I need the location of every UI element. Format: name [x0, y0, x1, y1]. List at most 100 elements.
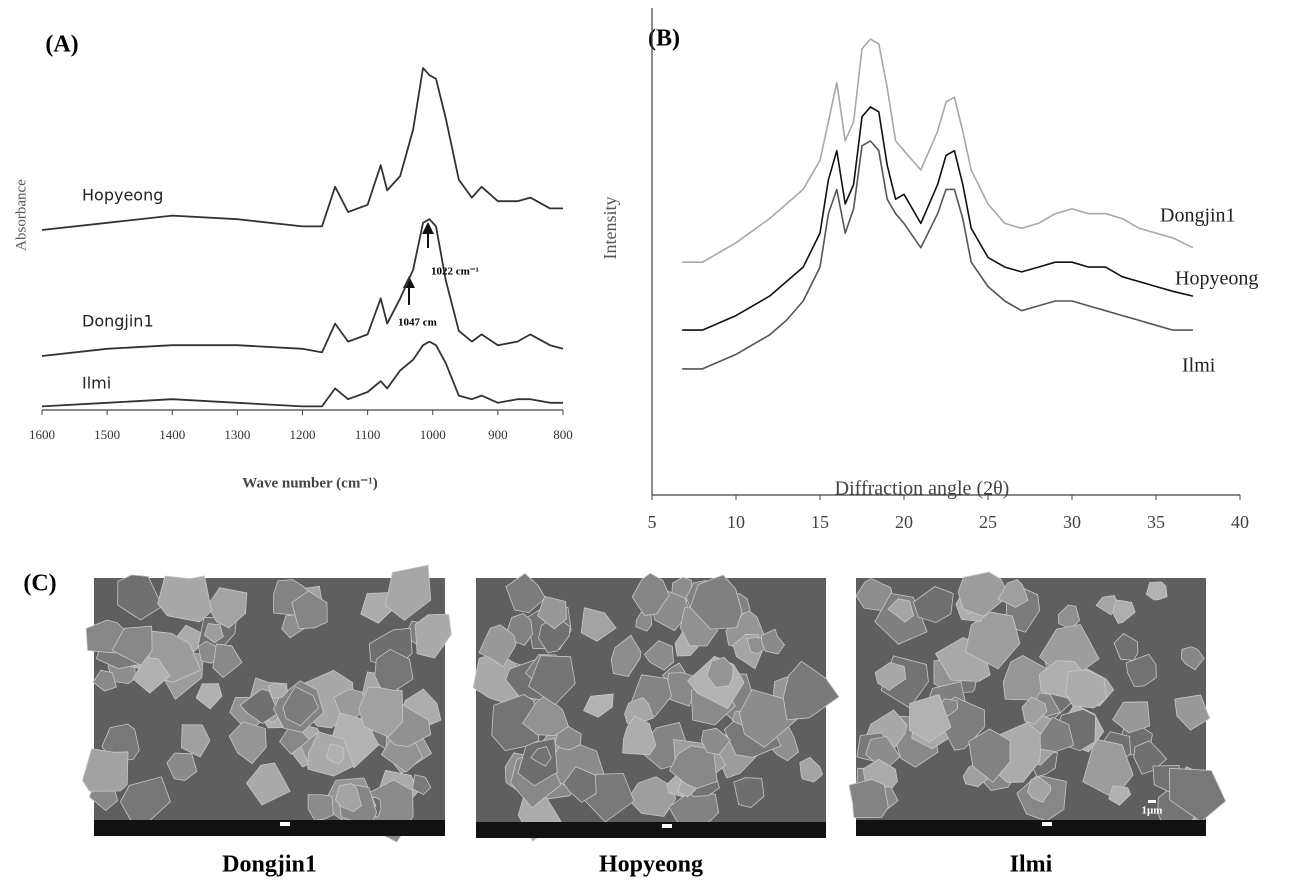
granule: [530, 746, 552, 767]
x-tick-label: 1500: [94, 427, 120, 442]
series-label: Dongjin1: [1160, 205, 1236, 227]
image-caption: Ilmi: [1010, 852, 1053, 878]
granule: [874, 662, 907, 691]
granule: [282, 686, 319, 727]
x-tick-label: 1300: [224, 427, 250, 442]
granule: [968, 728, 1011, 783]
granule: [228, 721, 267, 765]
granule: [912, 586, 954, 623]
granule: [245, 762, 291, 806]
x-tick-label: 1100: [355, 427, 381, 442]
x-tick-label: 40: [1231, 512, 1249, 532]
series-line: [41, 218, 564, 357]
granule: [212, 643, 243, 679]
granule: [957, 571, 1010, 617]
granule: [1021, 696, 1048, 725]
series-label: Hopyeong: [1175, 268, 1258, 290]
annotation: 1047 cm: [398, 317, 437, 329]
granule: [537, 595, 567, 630]
series-line: [41, 340, 563, 408]
x-tick-label: 25: [979, 512, 997, 532]
panel-label: (C): [23, 571, 56, 597]
granule: [195, 683, 223, 710]
series-line: [682, 140, 1193, 370]
granule: [562, 766, 597, 803]
granule: [82, 748, 129, 792]
granule: [965, 611, 1021, 670]
x-tick-label: 20: [895, 512, 913, 532]
series-label: Ilmi: [82, 374, 111, 393]
granule: [1112, 599, 1136, 624]
granule: [583, 693, 614, 718]
granule: [643, 640, 674, 671]
x-tick-label: 1000: [420, 427, 446, 442]
sem-image: 1μm: [848, 571, 1227, 836]
granule: [267, 682, 289, 699]
granule: [1065, 669, 1108, 709]
granule: [733, 777, 765, 809]
sem-image: [472, 572, 840, 842]
granule: [700, 727, 731, 756]
granule: [273, 579, 315, 616]
series-line: [682, 106, 1194, 331]
granule: [358, 686, 404, 738]
series-label: Hopyeong: [82, 186, 163, 205]
granule: [622, 715, 657, 756]
panel-label: (B): [648, 26, 680, 52]
sem-image: [82, 564, 452, 843]
granule: [554, 726, 582, 751]
x-tick-label: 1200: [290, 427, 316, 442]
series-line: [41, 67, 563, 231]
granule: [997, 579, 1029, 608]
x-tick-label: 1600: [29, 427, 55, 442]
granule: [279, 727, 310, 755]
granule: [782, 660, 840, 721]
granule: [101, 723, 140, 761]
scale-bar-label: 1μm: [1142, 805, 1163, 817]
granule: [335, 783, 362, 813]
granule: [325, 743, 345, 765]
granule: [478, 624, 517, 668]
info-strip: [856, 820, 1206, 836]
granule: [1180, 646, 1205, 671]
scale-mark: [1042, 822, 1052, 826]
series-label: Ilmi: [1182, 355, 1216, 377]
granule: [412, 774, 432, 795]
x-tick-label: 35: [1147, 512, 1165, 532]
granule: [1108, 785, 1132, 806]
scale-mark: [280, 822, 290, 826]
granule: [799, 756, 824, 783]
x-tick-label: 5: [648, 512, 657, 532]
granule: [239, 688, 279, 724]
x-axis-label: Diffraction angle (2θ): [835, 478, 1010, 500]
annotation: 1022 cm⁻¹: [431, 266, 479, 278]
x-tick-label: 900: [488, 427, 508, 442]
granule: [157, 575, 213, 623]
granule: [414, 613, 452, 659]
granule: [706, 656, 734, 688]
series-label: Dongjin1: [82, 312, 154, 331]
granule: [538, 615, 571, 654]
granule: [848, 779, 889, 819]
y-axis-label: Absorbance: [13, 179, 29, 251]
granule: [291, 590, 328, 630]
granule: [528, 655, 576, 706]
granule: [580, 607, 617, 642]
granule: [132, 657, 171, 694]
granule: [631, 572, 670, 616]
granule: [1039, 716, 1075, 753]
scale-mark: [662, 824, 672, 828]
granule: [887, 598, 914, 623]
granule: [384, 564, 432, 621]
granule: [1027, 776, 1051, 803]
image-caption: Hopyeong: [599, 852, 703, 878]
panel-label: (A): [45, 32, 78, 58]
granule: [1125, 653, 1157, 687]
granule: [1145, 581, 1168, 601]
granule: [522, 695, 569, 736]
granule: [181, 724, 211, 758]
granule: [908, 694, 952, 743]
image-caption: Dongjin1: [222, 852, 317, 878]
x-tick-label: 30: [1063, 512, 1081, 532]
